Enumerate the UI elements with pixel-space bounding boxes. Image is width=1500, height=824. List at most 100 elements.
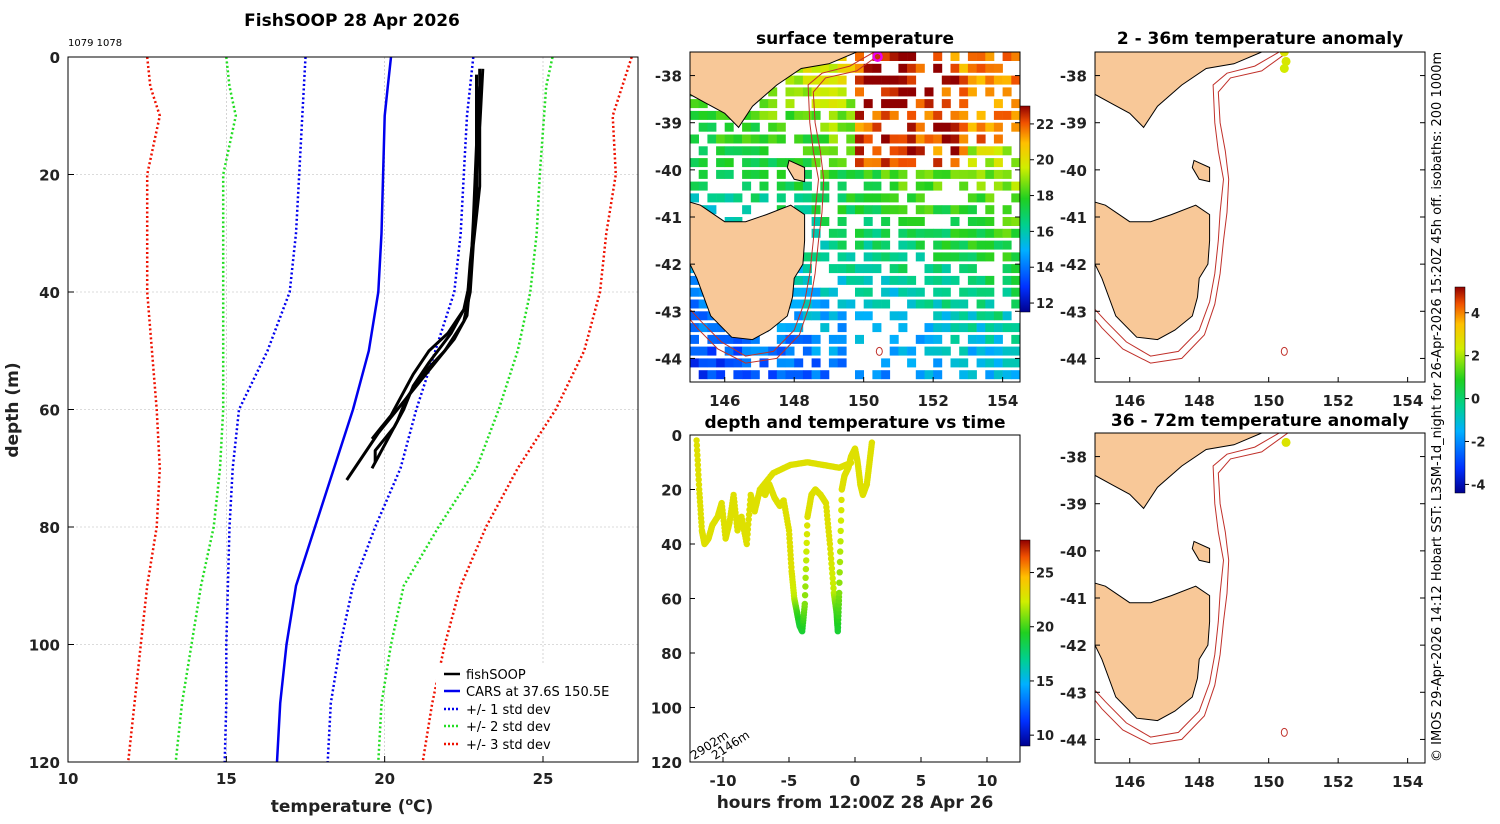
sst-pixel [855, 146, 864, 156]
sst-pixel [907, 299, 917, 309]
anomaly-2-36m-tick-label-lat: -44 [1060, 350, 1087, 368]
sst-pixel [733, 134, 743, 144]
sst-pixel [863, 134, 873, 144]
sst-pixel [828, 146, 838, 156]
sst-pixel [907, 134, 917, 144]
sst-tick-label-lon: 146 [709, 392, 740, 410]
sst-pixel [924, 228, 934, 238]
profile-series-line-1 [223, 56, 307, 763]
depth-time-point [829, 570, 836, 577]
sst-pixel [820, 134, 830, 144]
sst-pixel [846, 264, 856, 274]
sst-pixel [846, 252, 856, 262]
sst-pixel [872, 169, 882, 179]
sst-pixel [933, 63, 943, 73]
sst-pixel [724, 169, 734, 179]
sst-pixel [698, 346, 708, 356]
sst-pixel [967, 228, 977, 238]
sst-pixel [941, 264, 951, 274]
sst-pixel [881, 252, 891, 262]
sst-pixel [802, 169, 812, 179]
sst-pixel [959, 110, 969, 120]
sst-pixel [950, 110, 960, 120]
anomaly-36-72m-flinders-island [1191, 540, 1211, 564]
depth-time-point [744, 526, 752, 533]
depth-time-point [836, 589, 843, 597]
sst-pixel [820, 252, 830, 262]
sst-pixel [959, 122, 969, 132]
depth-time-point [802, 574, 809, 581]
anomaly-36-72m-tick-label-lat: -42 [1060, 637, 1087, 655]
sst-pixel [759, 110, 769, 120]
sst-pixel [828, 287, 838, 297]
sst-pixel [993, 110, 1003, 120]
sst-pixel [889, 52, 899, 61]
sst-pixel [1002, 181, 1012, 191]
sst-map-field [690, 52, 1020, 382]
sst-pixel [1002, 358, 1012, 368]
anomaly-2-36m-tick-label-lat: -41 [1060, 209, 1087, 227]
sst-pixel [855, 134, 864, 144]
sst-pixel [794, 275, 804, 285]
sst-pixel [907, 75, 917, 85]
sst-pixel [950, 323, 960, 333]
sst-pixel [993, 334, 1003, 344]
sst-pixel [1011, 334, 1020, 344]
sst-pixel [907, 346, 917, 356]
sst-pixel [872, 146, 882, 156]
anomaly-36-72m-tick-label-lat: -41 [1060, 590, 1087, 608]
sst-pixel [863, 99, 873, 109]
sst-pixel [976, 217, 986, 226]
profile-panel: FishSOOP 28 Apr 2026 1079 1078 10 15 20 25 0… [3, 11, 639, 817]
sst-pixel [716, 169, 726, 179]
sst-pixel [959, 323, 969, 333]
sst-isobath-1000m [690, 52, 884, 364]
sst-pixel [698, 158, 708, 168]
sst-pixel [820, 217, 830, 226]
sst-pixel [889, 87, 899, 97]
sst-pixel [768, 134, 778, 144]
sst-pixel [776, 169, 786, 179]
sst-pixel [828, 334, 838, 344]
sst-pixel [985, 169, 995, 179]
sst-pixel [716, 358, 726, 368]
sst-pixel [993, 122, 1003, 132]
sst-pixel [872, 264, 882, 274]
sst-pixel [785, 110, 795, 120]
sst-pixel [907, 87, 917, 97]
sst-pixel [915, 334, 925, 344]
sst-pixel [915, 169, 925, 179]
sst-tasmania [690, 201, 806, 341]
sst-tick-label-lat: -39 [655, 115, 682, 133]
profile-series-line-4 [377, 56, 554, 763]
sst-pixel [846, 63, 856, 73]
sst-pixel [690, 323, 699, 333]
sst-pixel [828, 311, 838, 321]
sst-pixel [941, 275, 951, 285]
profile-tick-label-y: 40 [39, 284, 60, 302]
sst-pixel [967, 217, 977, 226]
sst-pixel [690, 158, 699, 168]
anomaly-36-72m-tick-label-lat: -40 [1060, 543, 1087, 561]
profile-tick-label-x: 25 [533, 770, 554, 788]
sst-pixel [872, 240, 882, 250]
sst-pixel [959, 264, 969, 274]
depth-time-point [828, 565, 836, 572]
sst-pixel [855, 122, 864, 132]
sst-pixel [898, 52, 908, 61]
sst-pixel [898, 311, 908, 321]
sst-pixel [776, 370, 786, 380]
depth-time-point [745, 511, 753, 518]
credit-text: © IMOS 29-Apr-2026 14:12 Hobart SST: L3S… [1430, 52, 1445, 762]
sst-pixel [811, 134, 821, 144]
sst-pixel [776, 323, 786, 333]
sst-pixel [837, 169, 847, 179]
sst-pixel [950, 240, 960, 250]
sst-pixel [967, 205, 977, 215]
sst-pixel [976, 287, 986, 297]
legend-label-fishsoop: fishSOOP [466, 668, 526, 683]
sst-pixel [846, 275, 856, 285]
sst-pixel [707, 122, 717, 132]
sst-pixel [1002, 217, 1012, 226]
sst-pixel [889, 264, 899, 274]
